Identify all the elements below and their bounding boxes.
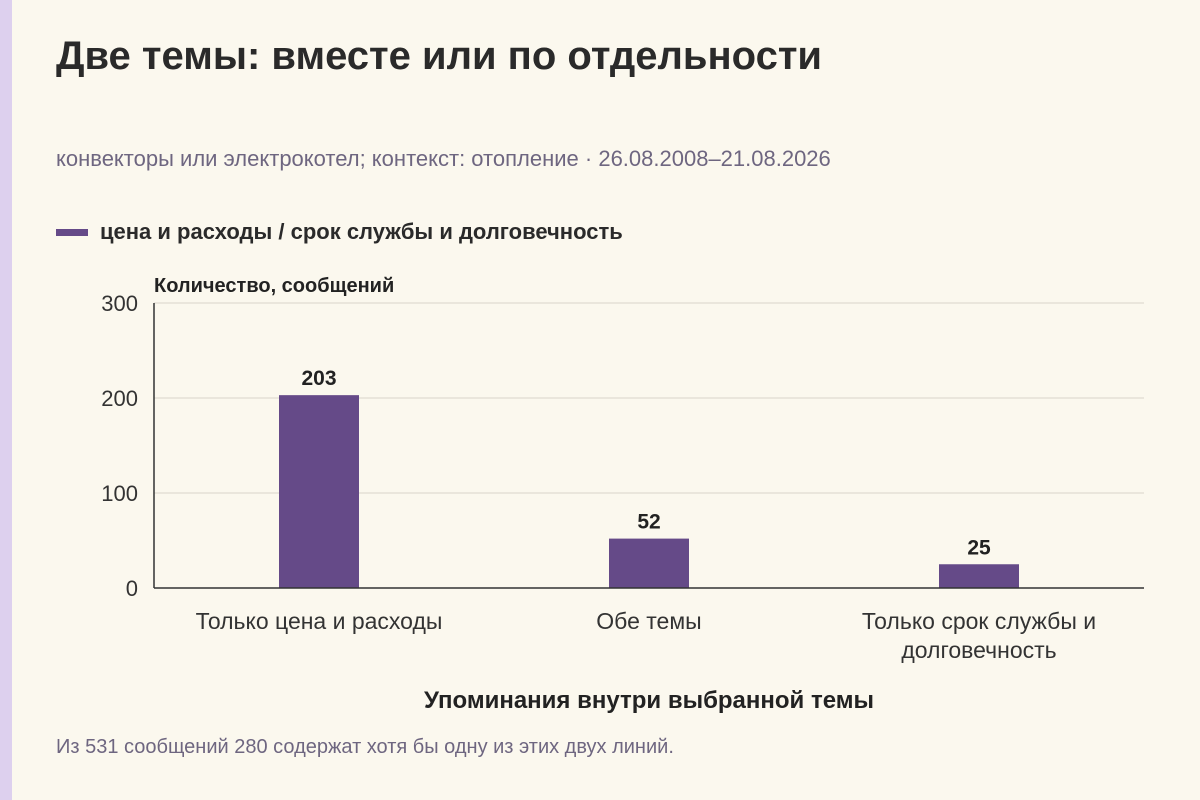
legend-swatch <box>56 228 88 236</box>
y-tick-label: 300 <box>101 291 138 316</box>
x-axis: Только цена и расходы Обе темы Только срок… <box>154 587 1144 663</box>
bar-value-label: 203 <box>301 367 336 390</box>
x-tick-label: Обе темы <box>596 608 701 634</box>
chart-title: Две темы: вместе или по отдельности <box>56 34 823 78</box>
y-axis-title: Количество, сообщений <box>154 275 394 297</box>
y-tick-label: 200 <box>101 386 138 411</box>
x-tick-label: Только срок службы и <box>862 608 1096 634</box>
accent-strip <box>0 0 12 800</box>
bar-value-label: 52 <box>637 511 660 534</box>
legend: цена и расходы / срок службы и долговечн… <box>56 219 623 245</box>
value-labels: 203 52 25 <box>301 367 991 559</box>
x-tick-label: Только цена и расходы <box>196 608 443 634</box>
bar-value-label: 25 <box>967 536 991 559</box>
legend-label: цена и расходы / срок службы и долговечн… <box>100 219 623 244</box>
chart-subtitle: конвекторы или электрокотел; контекст: о… <box>56 146 831 171</box>
footnote: Из 531 сообщений 280 содержат хотя бы од… <box>56 736 674 758</box>
y-tick-label: 0 <box>126 576 138 601</box>
bar <box>279 395 359 588</box>
bar <box>609 538 689 588</box>
y-tick-label: 100 <box>101 481 138 506</box>
x-tick-label: долговечность <box>901 637 1056 663</box>
x-axis-title: Упоминания внутри выбранной темы <box>424 687 874 714</box>
y-axis: 0 100 200 300 <box>101 291 155 601</box>
bars <box>279 395 1019 588</box>
bar <box>939 564 1019 588</box>
